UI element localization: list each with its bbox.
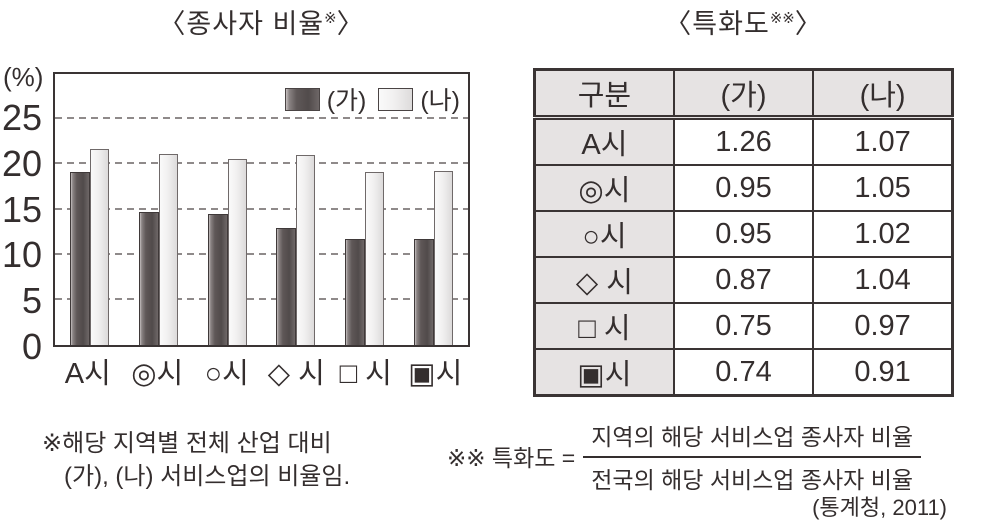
- y-axis-unit-label: (%): [3, 62, 44, 92]
- footnote-specialization-formula: ※※ 특화도 = 지역의 해당 서비스업 종사자 비율 전국의 해당 서비스업 …: [447, 416, 922, 495]
- chart-title: 〈종사자 비율※〉: [53, 2, 470, 41]
- bar-group-6: [399, 74, 468, 345]
- cell-value: 1.26: [672, 116, 815, 166]
- legend-label: (가): [326, 87, 367, 115]
- cell-value: 0.95: [672, 164, 815, 212]
- legend-item-na: (나): [378, 81, 460, 117]
- x-label-2: ◎시: [131, 358, 184, 390]
- chart-title-close-bracket: 〉: [336, 9, 365, 39]
- source-citation: (통계청, 2011): [812, 495, 947, 520]
- cell-value: 1.02: [812, 210, 954, 258]
- footnote-line-2: (가), (나) 서비스업의 비율임.: [64, 463, 351, 490]
- x-label-4: ◇ 시: [267, 358, 325, 390]
- row-label-1: A시: [533, 116, 675, 166]
- chart-title-text: 〈종사자 비율: [158, 9, 325, 39]
- y-tick-label-0: 0: [21, 326, 42, 367]
- bar-group-2: [124, 74, 193, 345]
- table-header-1: 구분: [533, 68, 675, 120]
- footnote-line-1: ※해당 지역별 전체 산업 대비: [42, 430, 332, 457]
- table-title-text: 〈특화도: [664, 9, 770, 39]
- row-label-4: ◇ 시: [533, 256, 675, 304]
- legend-swatch-dark: [284, 87, 320, 111]
- bar-ga-1: [69, 171, 90, 345]
- row-label-5: □ 시: [533, 302, 675, 350]
- bar-na-2: [158, 154, 178, 345]
- footnote-employee-ratio: ※해당 지역별 전체 산업 대비 (가), (나) 서비스업의 비율임.: [42, 427, 350, 493]
- bar-na-5: [365, 171, 385, 345]
- gridline-20: [55, 162, 468, 165]
- table-row-3: ○시 0.95 1.02: [533, 210, 954, 258]
- cell-value: 0.95: [672, 210, 815, 258]
- bar-group-1: [55, 74, 124, 345]
- table-header-2: (가): [672, 68, 815, 120]
- row-label-6: ▣시: [533, 348, 675, 397]
- bar-ga-6: [414, 239, 435, 345]
- bar-ga-5: [345, 239, 366, 345]
- bar-ga-4: [276, 227, 297, 345]
- cell-value: 1.04: [812, 256, 954, 304]
- cell-value: 0.87: [672, 256, 815, 304]
- formula-lhs: ※※ 특화도 =: [447, 444, 576, 471]
- row-label-2: ◎시: [533, 164, 675, 212]
- x-label-1: A시: [64, 358, 111, 390]
- x-label-5: □ 시: [339, 358, 392, 390]
- table-row-1: A시 1.26 1.07: [533, 116, 954, 166]
- fraction-numerator: 지역의 해당 서비스업 종사자 비율: [583, 416, 922, 458]
- bar-na-4: [296, 155, 316, 345]
- table-title-close-bracket: 〉: [794, 9, 823, 39]
- plot-area: (가) (나): [53, 72, 470, 347]
- table-row-4: ◇ 시 0.87 1.04: [533, 256, 954, 304]
- table-title-footnote-mark: ※※: [769, 11, 795, 27]
- x-label-6: ▣시: [408, 358, 463, 390]
- table-title: 〈특화도※※〉: [533, 2, 954, 41]
- cell-value: 0.97: [812, 302, 954, 350]
- cell-value: 1.07: [812, 116, 954, 166]
- fraction-denominator: 전국의 해당 서비스업 종사자 비율: [591, 467, 914, 493]
- y-tick-label-5: 5: [21, 280, 42, 322]
- formula-fraction: 지역의 해당 서비스업 종사자 비율 전국의 해당 서비스업 종사자 비율: [583, 416, 922, 495]
- row-label-3: ○시: [533, 210, 675, 258]
- cell-value: 0.91: [812, 348, 954, 397]
- bar-na-6: [434, 170, 454, 345]
- y-tick-label-10: 10: [1, 234, 42, 276]
- table-header-3: (나): [812, 68, 954, 120]
- gridline-25: [55, 117, 468, 120]
- chart-title-footnote-mark: ※: [324, 11, 337, 27]
- y-axis-tick-labels: 25 20 15 10 5 0: [0, 72, 47, 364]
- gridline-15: [55, 207, 468, 210]
- legend-label: (나): [420, 87, 460, 115]
- y-tick-label-15: 15: [1, 188, 42, 230]
- gridline-10: [55, 252, 468, 255]
- bar-na-1: [89, 148, 109, 345]
- table-row-5: □ 시 0.75 0.97: [533, 302, 954, 350]
- legend-item-ga: (가): [284, 81, 367, 117]
- bar-ga-3: [207, 214, 228, 345]
- bar-na-3: [227, 158, 247, 345]
- chart-legend: (가) (나): [284, 81, 460, 117]
- cell-value: 1.05: [812, 164, 954, 212]
- gridline-5: [55, 297, 468, 300]
- bar-ga-2: [138, 212, 159, 345]
- bar-groups: [55, 74, 468, 345]
- bar-group-4: [261, 74, 330, 345]
- cell-value: 0.75: [672, 302, 815, 350]
- table-header-row: 구분 (가) (나): [533, 68, 954, 120]
- cell-value: 0.74: [672, 348, 815, 397]
- x-label-3: ○시: [204, 358, 249, 390]
- x-axis-labels: A시 ◎시 ○시 ◇ 시 □ 시 ▣시: [53, 350, 470, 392]
- specialization-table: 구분 (가) (나) A시 1.26 1.07 ◎시 0.95 1.05 ○시 0.95 1.02 ◇…: [533, 68, 954, 397]
- y-tick-label-20: 20: [1, 142, 42, 184]
- bar-group-5: [330, 74, 399, 345]
- y-tick-label-25: 25: [1, 96, 42, 138]
- bar-group-3: [193, 74, 262, 345]
- table-row-2: ◎시 0.95 1.05: [533, 164, 954, 212]
- legend-swatch-light: [378, 87, 414, 111]
- table-row-6: ▣시 0.74 0.91: [533, 348, 954, 397]
